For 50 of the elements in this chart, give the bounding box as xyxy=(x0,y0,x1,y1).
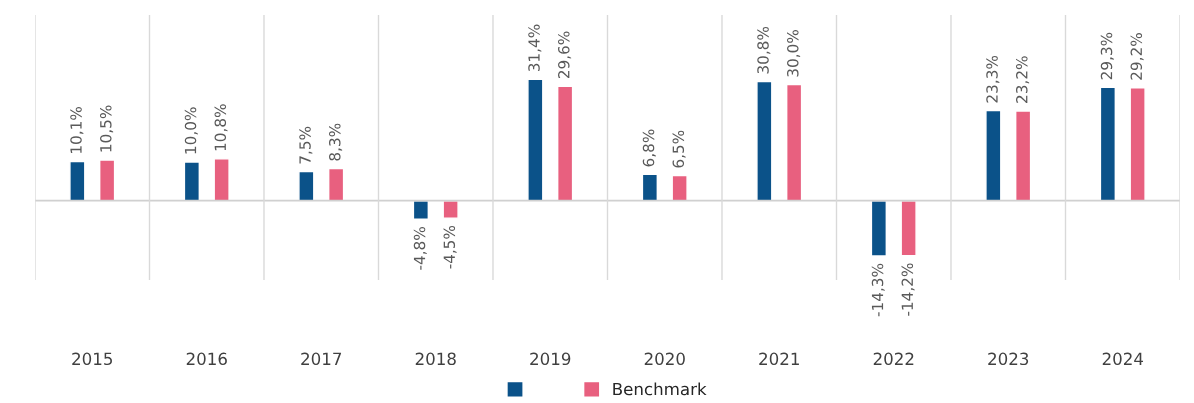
x-tick-label: 2023 xyxy=(988,352,1029,366)
bar xyxy=(298,170,315,202)
data-label: 29,2% xyxy=(1130,33,1144,80)
data-label: 23,3% xyxy=(986,55,1000,103)
data-label: 6,8% xyxy=(642,129,656,167)
x-tick-label: 2022 xyxy=(873,352,914,366)
bar xyxy=(527,78,544,202)
bar xyxy=(213,158,230,202)
data-label: 29,3% xyxy=(1100,32,1114,80)
data-label: 29,6% xyxy=(558,31,572,79)
bar xyxy=(98,159,116,202)
bar xyxy=(183,161,201,202)
data-label: 31,4% xyxy=(528,24,542,72)
data-label: 10,8% xyxy=(214,104,228,151)
bar xyxy=(785,83,803,202)
bar xyxy=(985,109,1002,202)
x-tick-label: 2018 xyxy=(415,352,456,366)
bar xyxy=(641,173,659,202)
bar xyxy=(327,167,345,202)
data-label: 30,8% xyxy=(757,26,771,74)
data-label: 10,1% xyxy=(70,106,84,153)
bar xyxy=(1014,110,1032,202)
bar xyxy=(900,199,917,257)
data-label: 10,0% xyxy=(184,107,198,154)
data-label: 7,5% xyxy=(299,126,313,164)
bar xyxy=(1099,86,1117,202)
bar xyxy=(69,160,86,202)
x-tick-label: 2021 xyxy=(759,352,799,366)
x-tick-label: 2017 xyxy=(301,352,342,366)
legend-label: Benchmark xyxy=(613,382,707,396)
data-label: 10,5% xyxy=(100,105,114,152)
bar xyxy=(556,85,574,202)
bar xyxy=(1129,87,1146,202)
data-label: 6,5% xyxy=(672,130,686,168)
x-tick-label: 2024 xyxy=(1102,352,1144,366)
bar xyxy=(870,199,888,257)
data-label: 30,0% xyxy=(787,30,801,77)
data-label: 23,2% xyxy=(1016,56,1030,103)
data-label: -4,5% xyxy=(443,225,457,269)
bar xyxy=(442,199,459,219)
x-tick-label: 2015 xyxy=(72,352,112,366)
data-label: -14,3% xyxy=(871,263,885,317)
data-label: -14,2% xyxy=(901,263,915,316)
x-tick-label: 2016 xyxy=(186,352,227,366)
data-label: -4,8% xyxy=(413,227,427,270)
bar xyxy=(671,174,688,202)
x-tick-label: 2020 xyxy=(644,352,685,366)
x-tick-label: 2019 xyxy=(530,352,571,366)
data-label: 8,3% xyxy=(329,123,343,161)
bar xyxy=(756,80,773,202)
